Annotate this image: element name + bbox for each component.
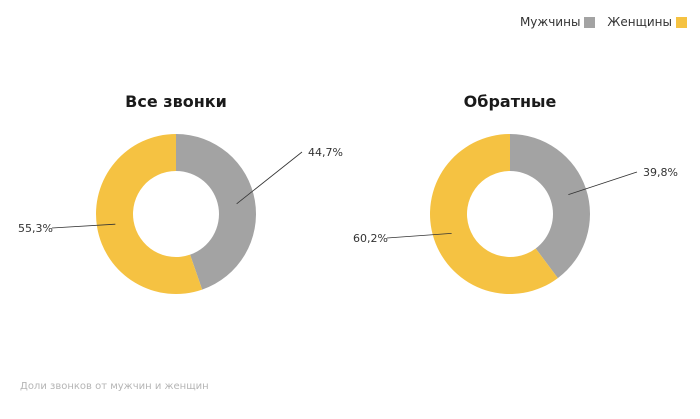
- donut-1-label-women: 60,2%: [353, 232, 388, 245]
- donut-1-slice-men: [510, 134, 590, 279]
- legend-label-women: Женщины: [607, 15, 672, 29]
- legend: Мужчины Женщины: [520, 15, 687, 29]
- legend-item-men: Мужчины: [519, 15, 596, 29]
- donut-1-label-men: 39,8%: [643, 166, 678, 179]
- chart-title-all-calls: Все звонки: [125, 92, 227, 111]
- donut-0-leader-men: [236, 151, 303, 205]
- donut-0-slice-men: [176, 134, 256, 290]
- footer-note: Доли звонков от мужчин и женщин: [20, 381, 209, 392]
- legend-swatch-women: [676, 16, 687, 28]
- chart-title-callbacks: Обратные: [463, 92, 557, 111]
- legend-item-women: Женщины: [607, 15, 687, 29]
- donut-1-slice-women: [429, 134, 558, 294]
- donut-0-label-men: 44,7%: [308, 146, 343, 159]
- donut-1-leader-men: [568, 171, 638, 196]
- donut-0-slice-women: [95, 134, 203, 294]
- legend-swatch-men: [584, 16, 596, 28]
- donut-1-leader-women: [386, 232, 452, 239]
- donut-0-leader-women: [51, 223, 116, 229]
- donut-0-label-women: 55,3%: [18, 222, 53, 235]
- legend-label-men: Мужчины: [519, 15, 581, 29]
